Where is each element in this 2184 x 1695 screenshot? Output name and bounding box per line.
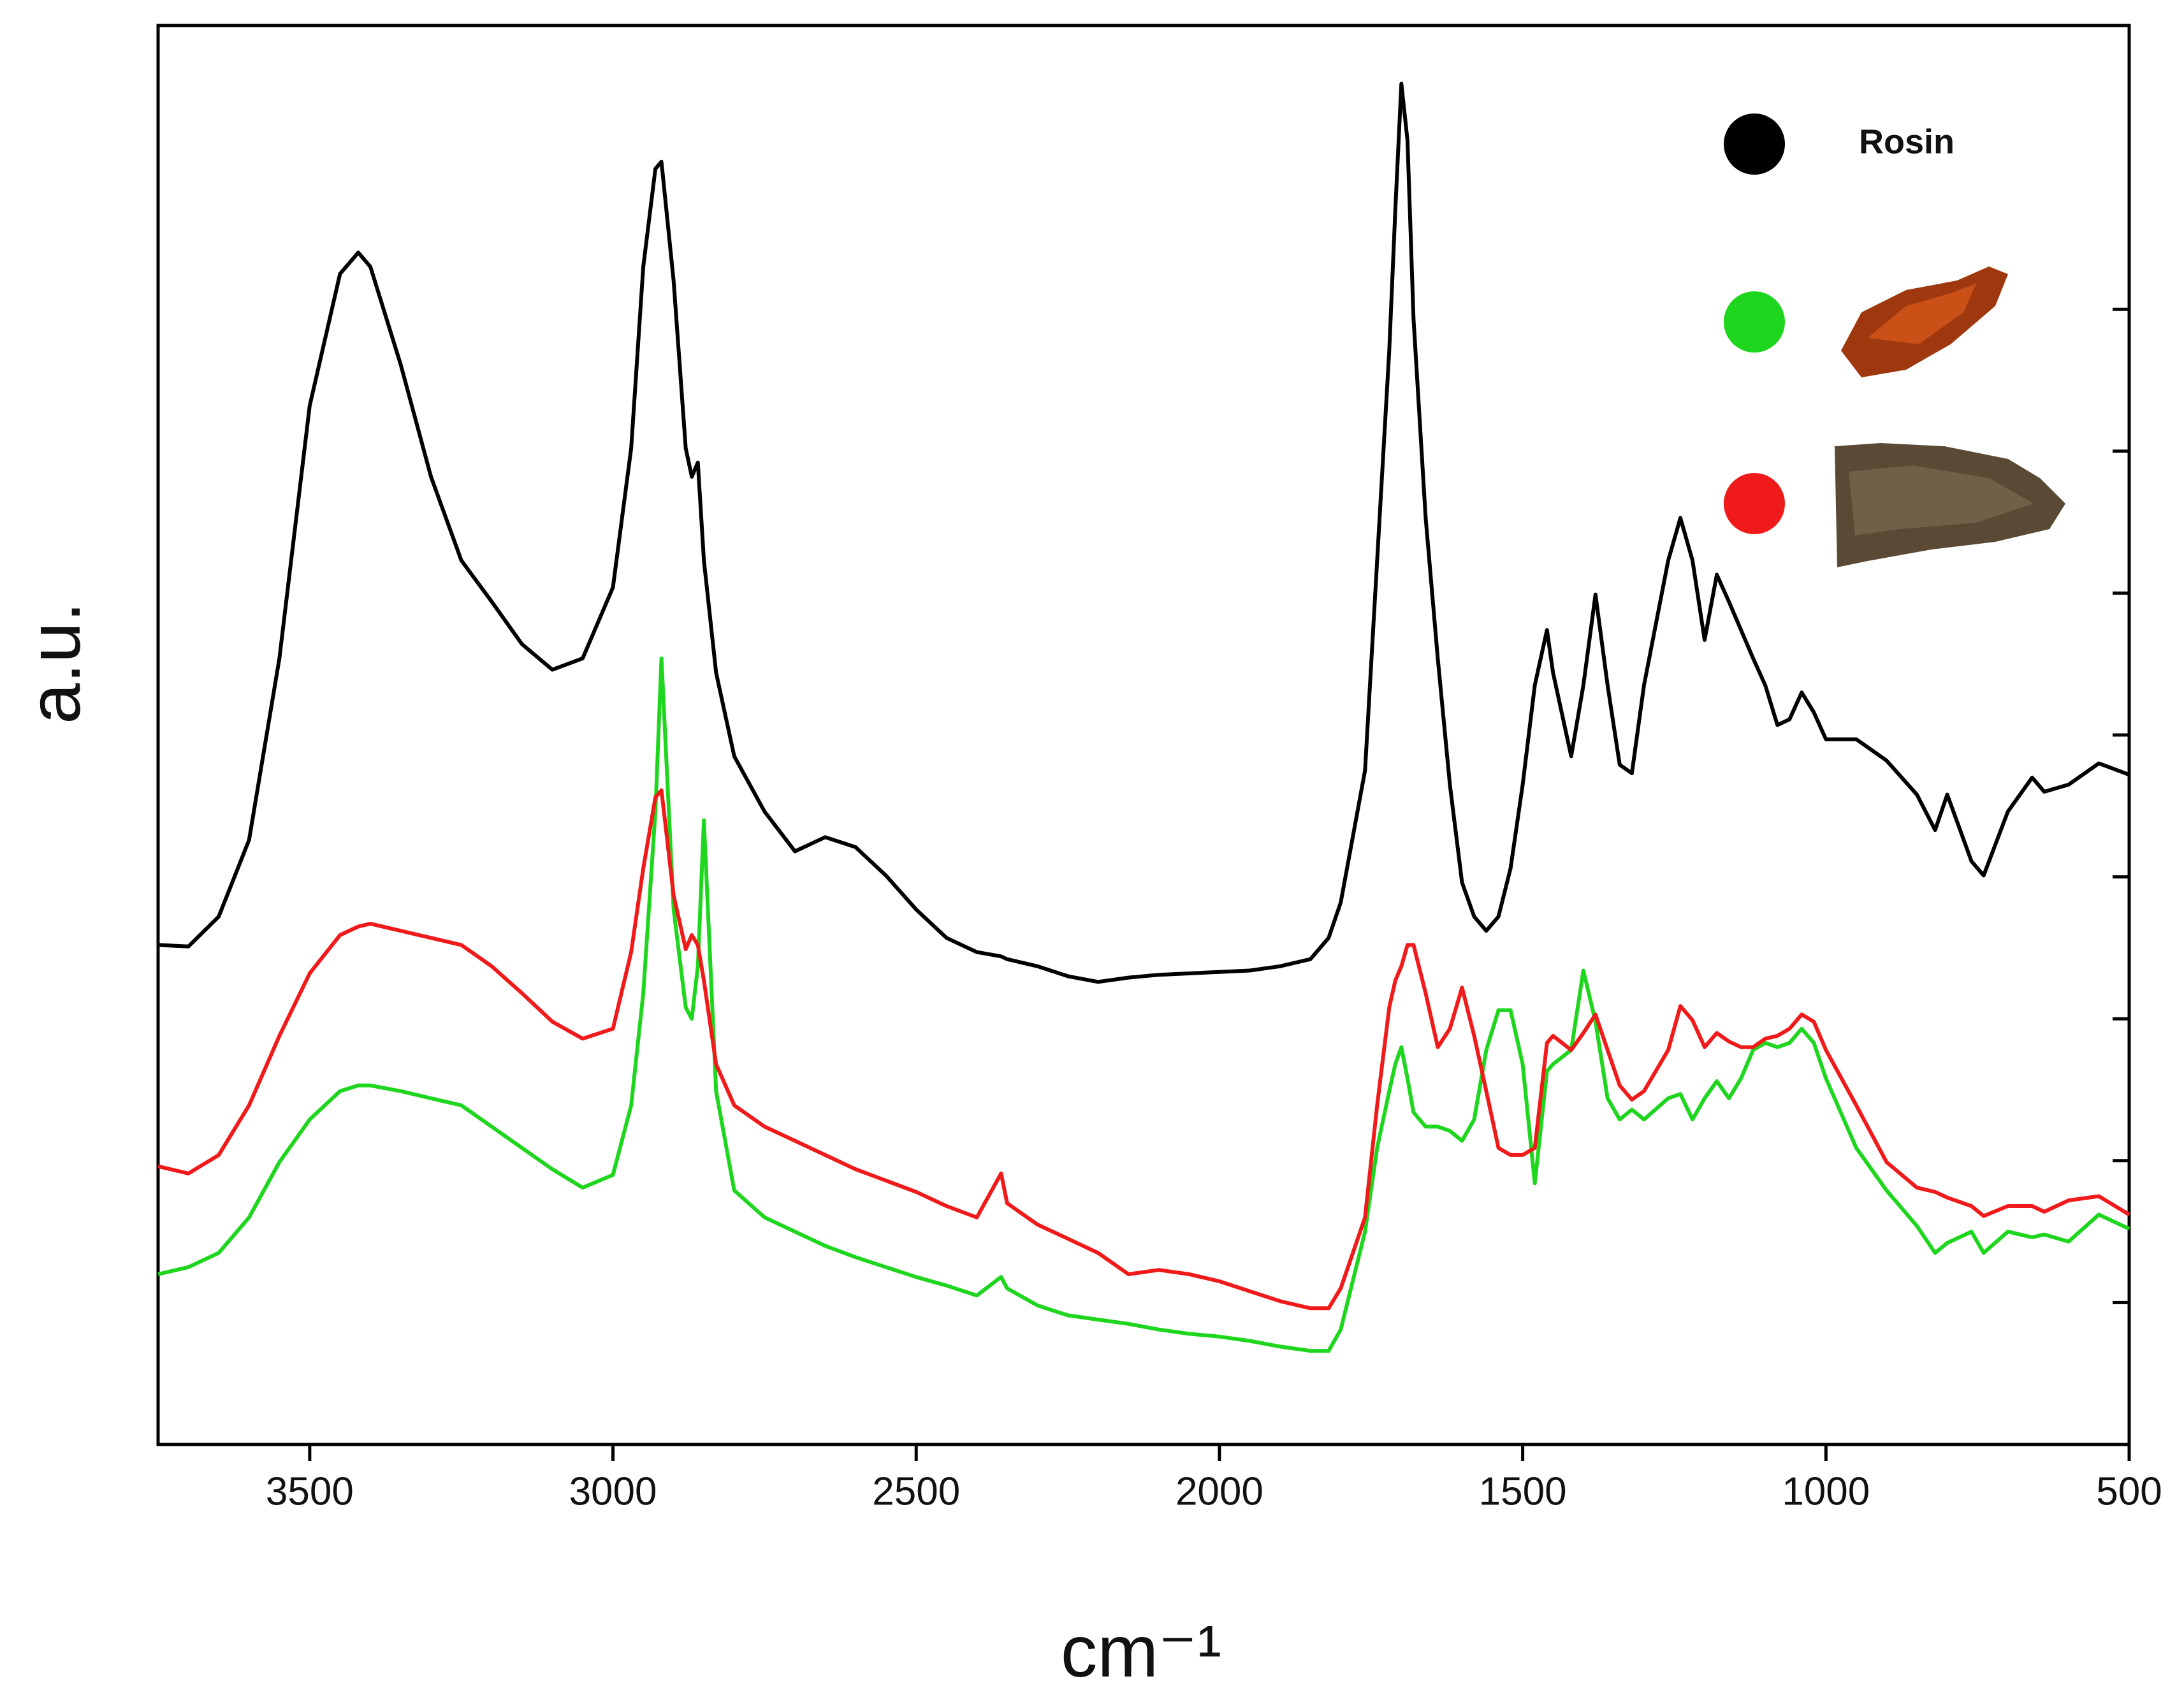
x-tick-label: 500 [2096,1469,2162,1513]
legend-label: Rosin [1859,122,1955,161]
x-tick-label: 1500 [1479,1469,1567,1513]
y-axis-label: a.u. [14,602,96,724]
x-axis-label: cm⁻¹ [1061,1611,1221,1692]
legend-marker [1724,113,1785,175]
x-tick-label: 1000 [1782,1469,1870,1513]
x-tick-label: 3500 [266,1469,354,1513]
legend-marker [1724,473,1785,534]
x-tick-label: 2500 [872,1469,960,1513]
x-tick-label: 3000 [569,1469,657,1513]
plot-frame [156,24,2131,1446]
series-line [157,788,2130,1311]
series-line [157,82,2130,984]
sample-photo-orange [1841,266,2008,377]
legend-marker [1724,291,1785,353]
sample-photo-dark [1835,443,2065,567]
series-line [157,656,2130,1353]
x-tick-label: 2000 [1176,1469,1263,1513]
